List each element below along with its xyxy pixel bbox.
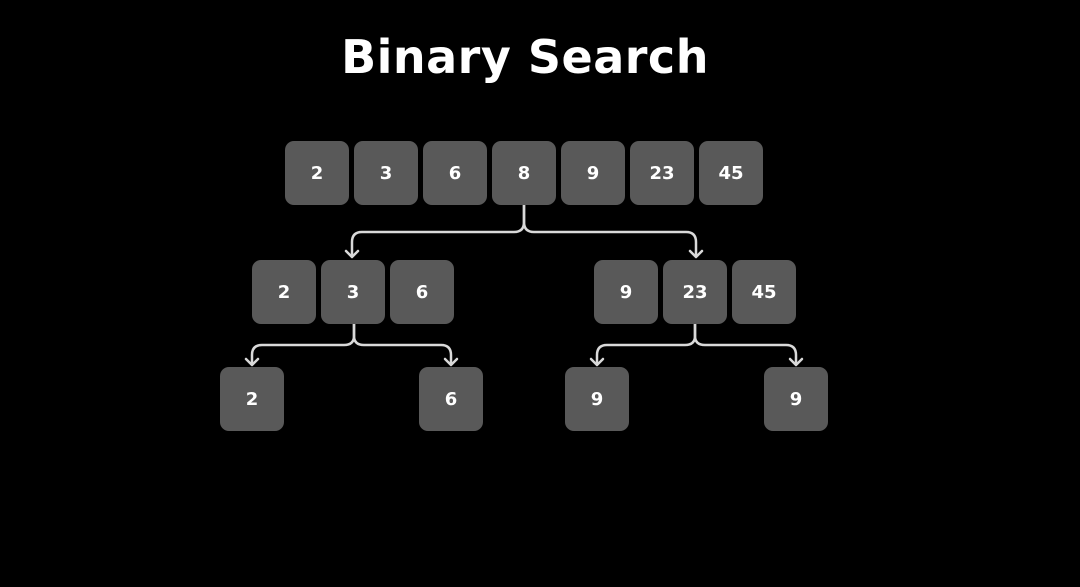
- arrowhead-right-leaf1: [589, 357, 605, 367]
- root-cell-6: 45: [699, 141, 763, 205]
- arrowhead-right-leaf2: [788, 357, 804, 367]
- left-cell-0: 2: [252, 260, 316, 324]
- root-cell-4: 9: [561, 141, 625, 205]
- connector-root-left: [350, 203, 526, 258]
- root-cell-pivot: 8: [492, 141, 556, 205]
- arrowhead-root-left: [344, 249, 360, 259]
- arrowhead-left-leaf2: [443, 357, 459, 367]
- diagram-title: Binary Search: [341, 30, 709, 84]
- right-cell-pivot: 23: [663, 260, 727, 324]
- leaf-cell-1: 6: [419, 367, 483, 431]
- arrowhead-left-leaf1: [244, 357, 260, 367]
- connector-left-leaf2: [352, 322, 453, 366]
- connector-root-right: [522, 203, 698, 258]
- root-cell-1: 3: [354, 141, 418, 205]
- left-cell-2: 6: [390, 260, 454, 324]
- right-cell-2: 45: [732, 260, 796, 324]
- root-cell-5: 23: [630, 141, 694, 205]
- leaf-cell-3: 9: [764, 367, 828, 431]
- connector-left-leaf1: [250, 322, 356, 366]
- arrowhead-root-right: [688, 249, 704, 259]
- connector-right-leaf1: [595, 322, 697, 366]
- root-cell-2: 6: [423, 141, 487, 205]
- leaf-cell-0: 2: [220, 367, 284, 431]
- connector-right-leaf2: [693, 322, 798, 366]
- left-cell-pivot: 3: [321, 260, 385, 324]
- root-cell-0: 2: [285, 141, 349, 205]
- leaf-cell-2: 9: [565, 367, 629, 431]
- right-cell-0: 9: [594, 260, 658, 324]
